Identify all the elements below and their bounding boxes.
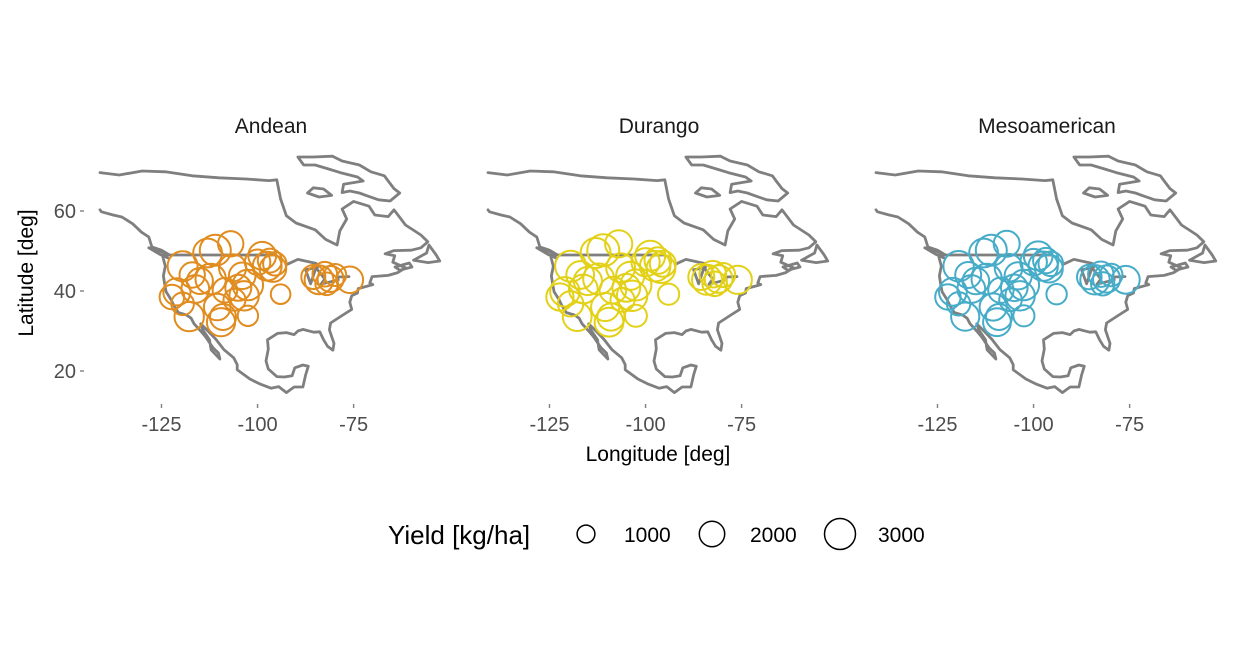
country-outline bbox=[306, 186, 334, 199]
site-bubble bbox=[1076, 263, 1103, 291]
site-bubble bbox=[710, 262, 737, 288]
site-bubble bbox=[1110, 264, 1141, 295]
country-outline bbox=[923, 246, 945, 260]
site-bubble bbox=[623, 303, 648, 328]
x-tick-label: -100 bbox=[1014, 414, 1054, 436]
x-tick-label: -75 bbox=[339, 414, 368, 436]
site-bubble bbox=[657, 282, 681, 306]
y-tick-label: 20 bbox=[54, 361, 76, 383]
size-legend-label: 3000 bbox=[878, 524, 925, 547]
country-outline bbox=[684, 154, 790, 203]
y-tick-label: 60 bbox=[54, 201, 76, 223]
site-bubble bbox=[954, 261, 983, 289]
site-bubble bbox=[335, 265, 365, 295]
panels: 20 40 60 Andean -125 -100 -75 Durango -125 -100 -7… bbox=[54, 115, 1218, 436]
size-legend: Yield [kg/ha] 1000 2000 3000 bbox=[388, 517, 925, 551]
site-bubble bbox=[643, 246, 673, 275]
site-bubble bbox=[619, 268, 653, 302]
site-bubble bbox=[178, 261, 206, 289]
country-outline bbox=[1072, 154, 1178, 203]
site-bubble bbox=[1045, 283, 1068, 306]
site-bubble bbox=[1012, 304, 1036, 328]
y-axis-title: Latitude [deg] bbox=[15, 209, 38, 336]
country-outline bbox=[800, 243, 830, 264]
site-bubble bbox=[630, 247, 661, 278]
facet-strip-label: Andean bbox=[235, 115, 307, 138]
country-outline bbox=[781, 261, 802, 272]
site-bubble bbox=[722, 264, 753, 295]
size-legend-title: Yield [kg/ha] bbox=[388, 520, 530, 550]
site-bubble bbox=[701, 270, 729, 298]
country-outline bbox=[874, 169, 1206, 394]
site-bubble bbox=[198, 233, 232, 267]
country-outline bbox=[1188, 243, 1218, 264]
size-legend-key bbox=[576, 524, 596, 544]
site-bubble bbox=[217, 230, 245, 258]
site-bubble bbox=[604, 229, 634, 259]
site-bubble bbox=[993, 252, 1024, 283]
site-bubble bbox=[703, 264, 734, 294]
site-bubble bbox=[1098, 262, 1124, 288]
site-bubble bbox=[1032, 246, 1060, 275]
size-legend-label: 2000 bbox=[750, 524, 797, 547]
site-bubble bbox=[698, 259, 728, 289]
site-bubble bbox=[586, 233, 621, 268]
size-legend-keys: 1000 2000 3000 bbox=[576, 517, 925, 551]
site-bubble bbox=[974, 233, 1008, 267]
country-outline bbox=[1169, 261, 1190, 272]
x-tick-label: -125 bbox=[529, 414, 569, 436]
site-bubble bbox=[691, 263, 723, 296]
site-bubble bbox=[236, 304, 260, 327]
site-bubble bbox=[992, 229, 1021, 258]
site-bubble bbox=[1079, 264, 1111, 296]
site-bubble bbox=[162, 277, 192, 307]
country-outline bbox=[98, 169, 430, 394]
site-bubble bbox=[323, 263, 348, 287]
x-tick-label: -75 bbox=[1115, 414, 1144, 436]
site-bubble bbox=[224, 273, 253, 302]
country-outline bbox=[535, 246, 557, 260]
site-bubble bbox=[209, 303, 237, 331]
country-outline bbox=[147, 246, 169, 260]
country-outline bbox=[694, 186, 722, 199]
site-bubble bbox=[1037, 250, 1065, 278]
site-bubble bbox=[579, 237, 612, 269]
panel-andean: Andean -125 -100 -75 bbox=[98, 115, 442, 436]
country-outline bbox=[393, 261, 414, 272]
site-bubble bbox=[256, 247, 283, 274]
size-legend-key bbox=[823, 517, 857, 551]
facet-strip-label: Durango bbox=[619, 115, 700, 138]
panel-durango: Durango -125 -100 -75 bbox=[486, 115, 830, 436]
site-bubble bbox=[565, 260, 596, 290]
site-bubble bbox=[687, 263, 716, 291]
site-bubble bbox=[243, 248, 272, 276]
x-tick-label: -125 bbox=[917, 414, 957, 436]
site-bubble bbox=[648, 249, 677, 278]
size-legend-label: 1000 bbox=[624, 524, 671, 547]
x-axis-title: Longitude [deg] bbox=[586, 443, 731, 466]
size-legend-key bbox=[698, 520, 726, 548]
site-bubble bbox=[1090, 271, 1116, 297]
site-bubble bbox=[987, 276, 1015, 304]
site-bubble bbox=[262, 251, 288, 277]
x-tick-label: -100 bbox=[238, 414, 278, 436]
site-bubble bbox=[303, 264, 335, 296]
x-tick-label: -100 bbox=[626, 414, 666, 436]
country-outline bbox=[296, 154, 402, 203]
x-tick-label: -75 bbox=[727, 414, 756, 436]
country-outline bbox=[1082, 186, 1110, 199]
site-bubble bbox=[166, 250, 199, 283]
facet-strip-label: Mesoamerican bbox=[978, 115, 1116, 138]
panel-mesoamerican: Mesoamerican -125 -100 -75 bbox=[874, 115, 1218, 436]
x-tick-label: -125 bbox=[141, 414, 181, 436]
country-outline bbox=[412, 243, 442, 264]
site-bubble bbox=[1019, 247, 1048, 277]
y-tick-label: 40 bbox=[54, 281, 76, 303]
site-bubble bbox=[269, 283, 292, 306]
